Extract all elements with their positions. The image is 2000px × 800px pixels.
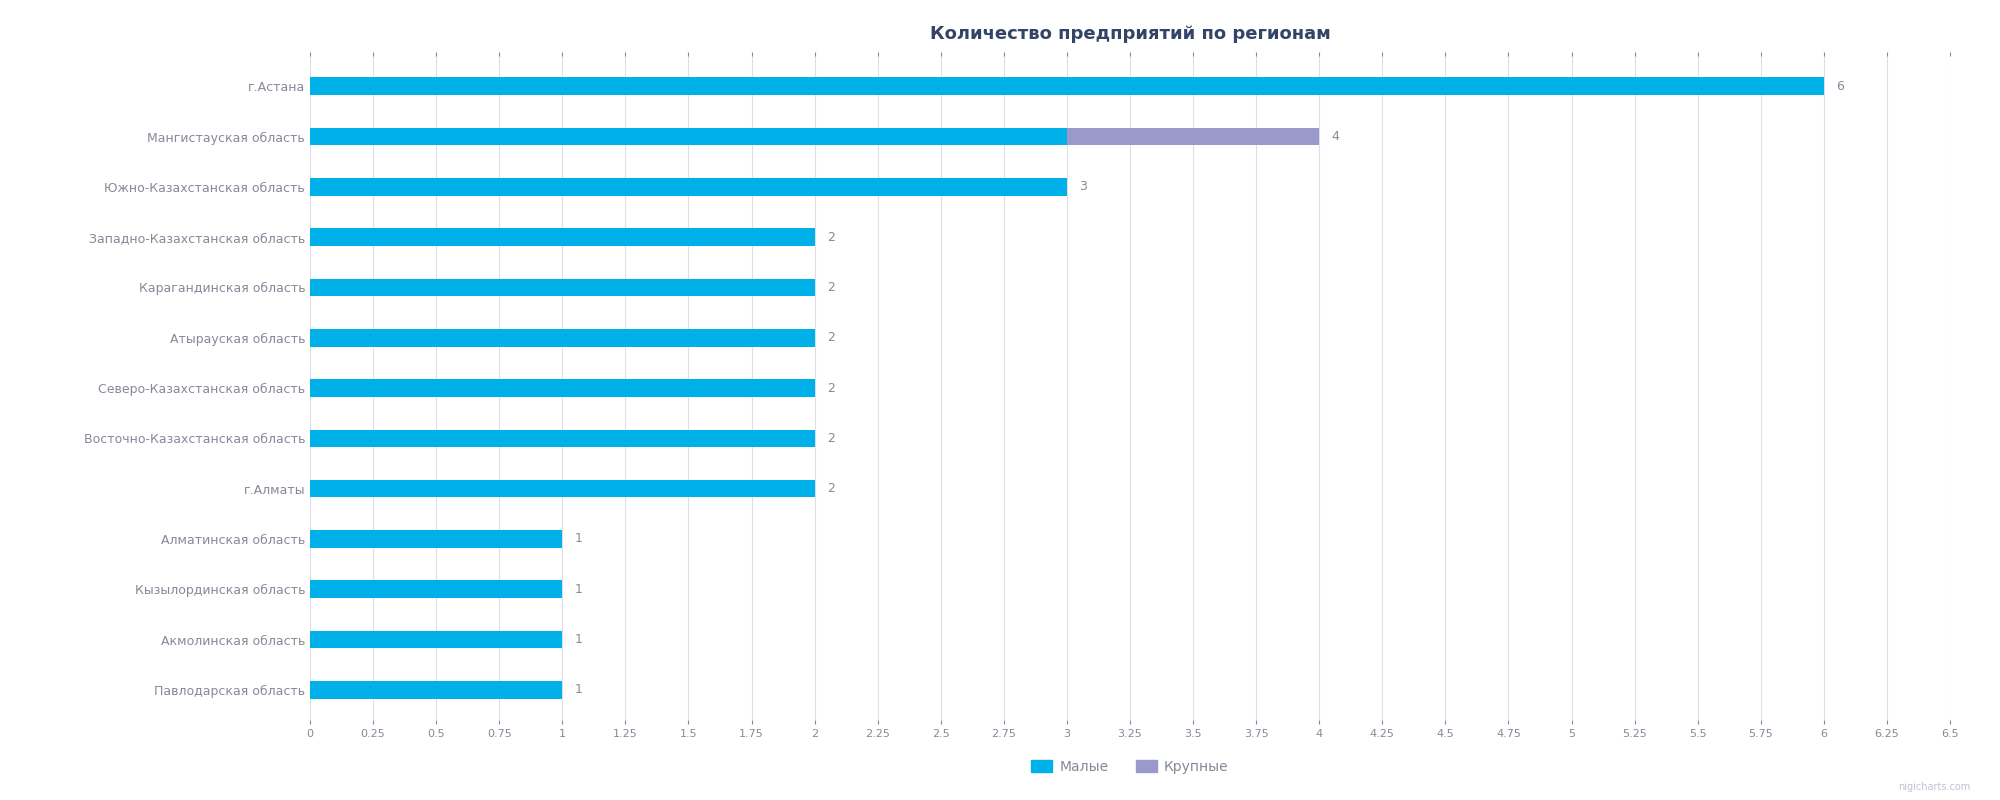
Text: 1: 1 [574,533,582,546]
Title: Количество предприятий по регионам: Количество предприятий по регионам [930,26,1330,43]
Text: 3: 3 [1080,180,1088,194]
Bar [310,379,814,397]
Bar [310,581,562,598]
Text: 2: 2 [828,432,836,445]
Bar [310,278,814,296]
Bar [310,78,1824,95]
Text: 1: 1 [574,582,582,596]
Bar [310,480,814,498]
Bar [310,228,814,246]
Text: 4: 4 [1332,130,1340,143]
Bar [310,178,1066,195]
Text: 1: 1 [574,633,582,646]
Bar [1066,128,1320,146]
Text: 6: 6 [1836,80,1844,93]
Text: 1: 1 [574,683,582,696]
Text: 2: 2 [828,281,836,294]
Bar [310,530,562,548]
Bar [310,128,1066,146]
Text: 2: 2 [828,382,836,394]
Bar [310,430,814,447]
Text: 2: 2 [828,482,836,495]
Bar [310,630,562,648]
Legend: Малые, Крупные: Малые, Крупные [1026,754,1234,779]
Bar [310,329,814,346]
Text: 2: 2 [828,331,836,344]
Bar [310,681,562,698]
Text: 2: 2 [828,230,836,243]
Text: nigicharts.com: nigicharts.com [1898,782,1970,792]
